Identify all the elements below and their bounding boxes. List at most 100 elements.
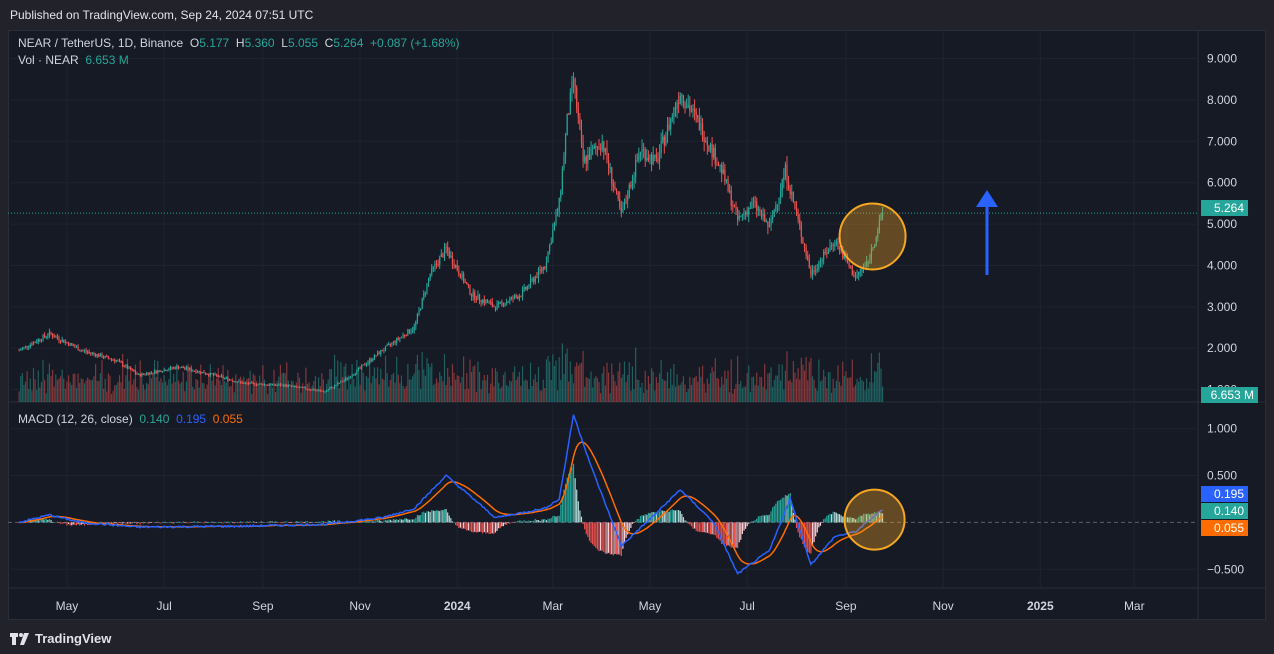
volume-bar — [174, 381, 176, 402]
volume-bar — [271, 387, 274, 402]
macd-histogram-bar — [746, 522, 748, 527]
candle-body — [689, 105, 691, 112]
volume-bar — [502, 375, 505, 402]
macd-histogram-bar — [330, 521, 332, 523]
candle-body — [582, 142, 584, 162]
volume-bar — [302, 383, 304, 402]
macd-histogram-bar — [791, 504, 793, 523]
volume-bar — [872, 382, 874, 402]
volume-bar — [491, 368, 493, 402]
volume-bar — [67, 375, 70, 402]
macd-histogram-bar — [732, 522, 734, 547]
volume-bar — [633, 388, 635, 402]
candle-body — [521, 289, 524, 297]
volume-bar — [396, 356, 398, 402]
volume-bar — [510, 381, 512, 402]
candle-body — [646, 157, 648, 161]
macd-histogram-bar — [647, 512, 649, 523]
volume-bar — [423, 369, 425, 402]
macd-histogram-bar — [255, 522, 258, 523]
macd-histogram-bar — [593, 522, 595, 547]
volume-bar — [536, 382, 538, 402]
candle-body — [875, 237, 877, 245]
macd-histogram-bar — [740, 522, 742, 540]
candle-body — [617, 191, 619, 199]
macd-histogram-bar — [695, 522, 697, 531]
candle-body — [110, 359, 113, 361]
candle-body — [499, 301, 501, 303]
macd-histogram-bar — [784, 495, 786, 523]
macd-histogram-bar — [827, 514, 830, 523]
macd-histogram-bar — [767, 515, 769, 523]
volume-bar — [743, 386, 745, 402]
macd-histogram-bar — [824, 518, 826, 523]
candle-body — [72, 344, 74, 347]
candle-body — [133, 369, 135, 372]
macd-histogram-bar — [633, 522, 635, 523]
candle-body — [233, 381, 235, 383]
macd-histogram-bar — [74, 522, 76, 525]
candle-body — [808, 259, 810, 268]
volume-bar — [644, 370, 646, 402]
macd-histogram-bar — [160, 522, 162, 524]
candle-body — [408, 329, 411, 333]
volume-bar — [663, 380, 665, 402]
candle-body — [709, 143, 712, 151]
volume-bar — [614, 381, 616, 402]
candle-body — [491, 302, 493, 307]
chart-canvas[interactable]: 9.0008.0007.0006.0005.0004.0003.0002.000… — [8, 30, 1266, 620]
macd-histogram-bar — [631, 522, 634, 524]
candle-body — [592, 148, 594, 150]
macd-histogram-bar — [737, 522, 739, 549]
macd-histogram-bar — [517, 520, 519, 523]
candle-body — [297, 386, 299, 388]
candle-body — [372, 359, 374, 361]
volume-bar — [345, 363, 347, 402]
volume-bar — [579, 363, 581, 402]
candle-body — [550, 242, 552, 244]
macd-histogram-bar — [455, 522, 457, 525]
candle-body — [490, 302, 492, 304]
candle-body — [866, 261, 868, 266]
candle-body — [310, 389, 312, 391]
macd-histogram-bar — [209, 522, 211, 523]
macd-histogram-bar — [79, 522, 81, 526]
candle-body — [577, 108, 579, 118]
macd-legend: MACD (12, 26, close) 0.140 0.195 0.055 — [18, 412, 243, 426]
macd-histogram-bar — [198, 522, 200, 523]
candle-body — [204, 373, 207, 375]
macd-histogram-bar — [762, 515, 764, 523]
candle-body — [772, 216, 774, 220]
volume-bar — [730, 359, 732, 402]
macd-histogram-bar — [263, 522, 266, 523]
macd-histogram-bar — [646, 514, 648, 523]
candle-body — [107, 356, 109, 359]
macd-histogram-bar — [663, 511, 665, 523]
volume-bar — [163, 375, 165, 402]
volume-bar — [294, 385, 296, 402]
candle-body — [421, 298, 423, 309]
candle-body — [566, 113, 568, 136]
volume-bar — [392, 373, 395, 402]
candle-body — [95, 354, 97, 357]
volume-bar — [24, 381, 27, 402]
volume-bar — [690, 384, 693, 402]
volume-bar — [34, 379, 36, 402]
tradingview-logo[interactable]: TradingView — [10, 631, 111, 646]
candle-body — [881, 213, 884, 217]
candle-body — [423, 293, 425, 299]
volume-bar — [145, 382, 148, 402]
volume-bar — [631, 366, 634, 402]
volume-bar — [45, 393, 47, 402]
macd-histogram-bar — [851, 517, 853, 523]
macd-histogram-bar — [467, 522, 469, 531]
volume-bar — [751, 377, 753, 402]
candle-body — [400, 336, 403, 338]
volume-bar — [222, 365, 224, 402]
macd-histogram-bar — [553, 515, 556, 523]
candle-body — [120, 361, 122, 363]
candle-body — [504, 303, 506, 306]
macd-histogram-bar — [71, 522, 73, 526]
volume-bar — [69, 382, 71, 402]
macd-histogram-bar — [477, 522, 479, 533]
